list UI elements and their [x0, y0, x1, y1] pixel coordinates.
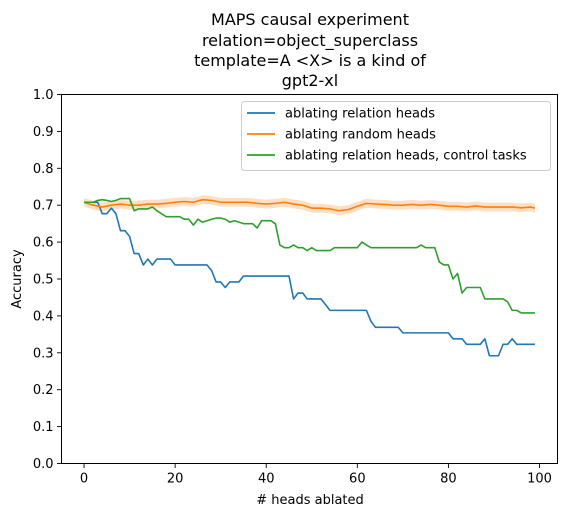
legend: ablating relation heads ablating random h…	[241, 101, 551, 171]
chart-title-line-1: MAPS causal experiment	[211, 10, 409, 29]
chart-title-line-3: template=A <X> is a kind of	[194, 51, 426, 70]
legend-box	[241, 101, 551, 171]
legend-label-3: ablating relation heads, control tasks	[285, 149, 527, 164]
y-tick-label: 0.4	[33, 309, 54, 324]
x-axis: 0 20 40 60 80 100	[80, 463, 552, 487]
y-tick-label: 0.9	[33, 125, 54, 140]
chart-title: MAPS causal experiment relation=object_s…	[194, 10, 426, 90]
y-tick-label: 0.7	[33, 199, 54, 214]
x-axis-label: # heads ablated	[256, 493, 364, 508]
series-2-confidence-band	[84, 195, 535, 216]
y-tick-label: 0.0	[33, 457, 54, 472]
x-tick-label: 0	[80, 472, 88, 487]
y-tick-label: 0.2	[33, 383, 54, 398]
y-axis: 0.0 0.1 0.2 0.3 0.4 0.5 0.6 0.7 0.8 0.9 1.0	[33, 88, 62, 472]
y-tick-label: 0.8	[33, 162, 54, 177]
chart-title-line-2: relation=object_superclass	[202, 31, 418, 51]
x-tick-label: 80	[440, 472, 457, 487]
y-tick-label: 0.5	[33, 273, 54, 288]
legend-label-2: ablating random heads	[285, 128, 436, 143]
y-tick-label: 0.1	[33, 420, 54, 435]
chart-title-line-4: gpt2-xl	[282, 71, 338, 90]
legend-label-1: ablating relation heads	[285, 107, 435, 122]
x-tick-label: 100	[527, 472, 552, 487]
y-tick-label: 0.3	[33, 346, 54, 361]
y-axis-label: Accuracy	[10, 249, 25, 309]
series-2-line	[83, 198, 536, 212]
plot-area	[83, 195, 536, 357]
y-tick-label: 1.0	[33, 88, 54, 103]
series-3-line	[84, 197, 535, 314]
series-1-line	[84, 201, 535, 357]
x-tick-label: 60	[349, 472, 366, 487]
x-tick-label: 20	[167, 472, 184, 487]
x-tick-label: 40	[258, 472, 275, 487]
y-tick-label: 0.6	[33, 236, 54, 251]
